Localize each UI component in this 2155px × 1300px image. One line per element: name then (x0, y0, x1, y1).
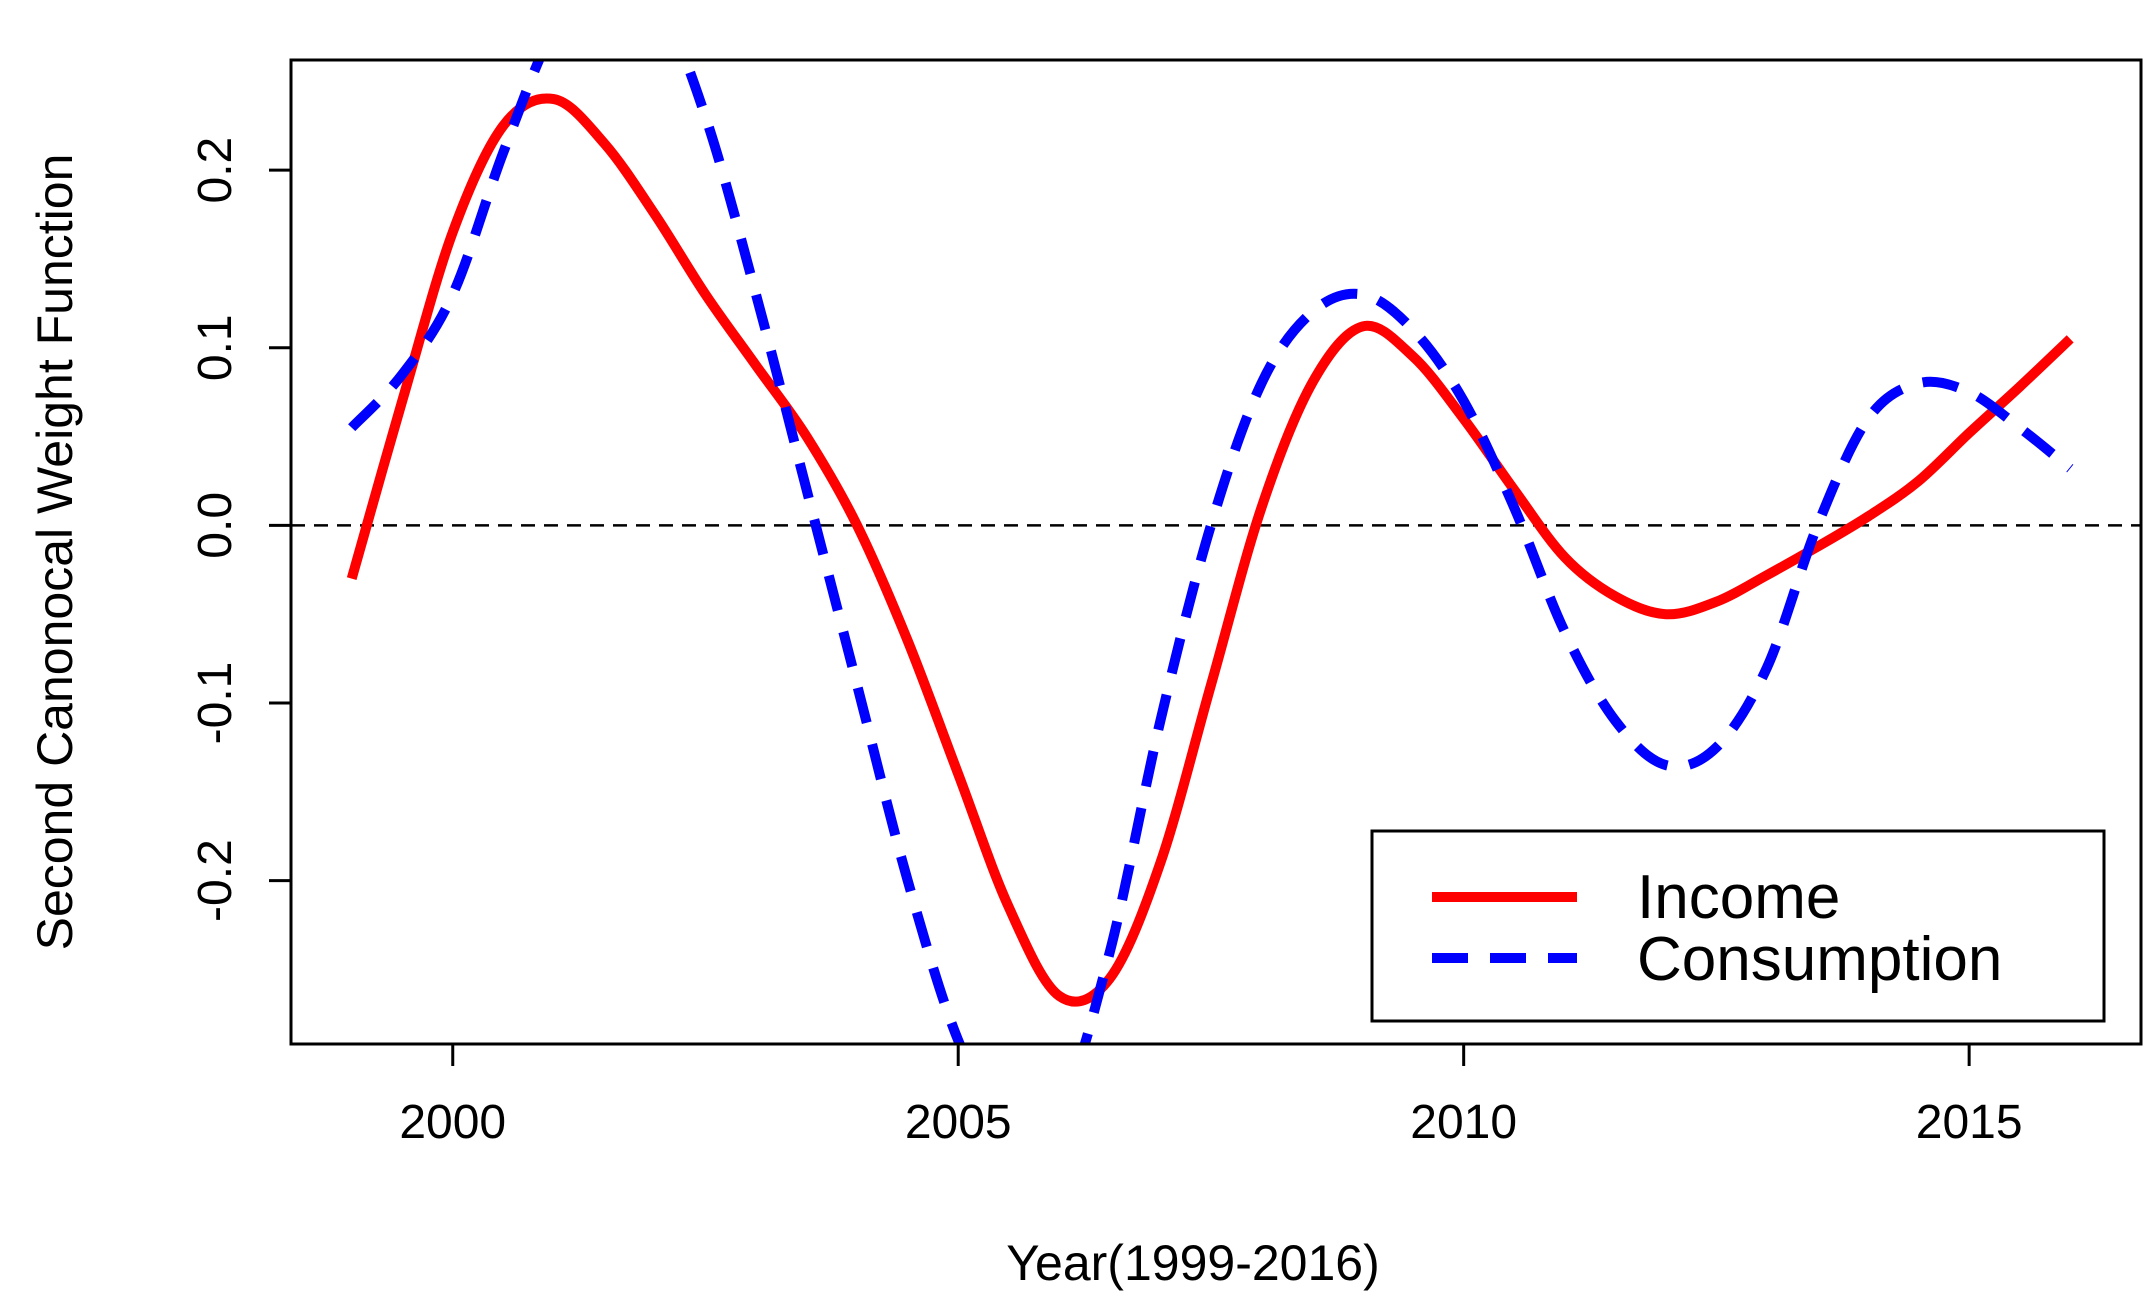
x-tick-label: 2010 (1410, 1096, 1517, 1149)
legend-box (1370, 829, 2106, 1023)
legend-label-consumption: Consumption (1637, 925, 2002, 994)
y-axis-title: Second Canonocal Weight Function (27, 154, 83, 951)
series-line-consumption (348, 60, 2074, 1044)
y-tick-label: -0.1 (189, 662, 242, 745)
x-tick-label: 2015 (1916, 1096, 2023, 1149)
legend-label-income: Income (1637, 863, 1840, 932)
x-axis-title: Year(1999-2016) (1006, 1235, 1379, 1291)
series-line-income (346, 93, 2074, 1007)
y-tick-label: 0.2 (189, 137, 242, 204)
x-tick-label: 2000 (399, 1096, 506, 1149)
x-tick-label: 2005 (905, 1096, 1012, 1149)
y-tick-label: 0.1 (189, 314, 242, 381)
y-tick-label: 0.0 (189, 492, 242, 559)
y-axis: -0.2 -0.1 0.0 0.1 0.2 (189, 137, 293, 922)
y-tick-label: -0.2 (189, 839, 242, 922)
legend: Income Consumption (1370, 829, 2106, 1023)
series-layer (346, 60, 2074, 1044)
x-axis: 2000 2005 2010 2015 (399, 1042, 2023, 1149)
